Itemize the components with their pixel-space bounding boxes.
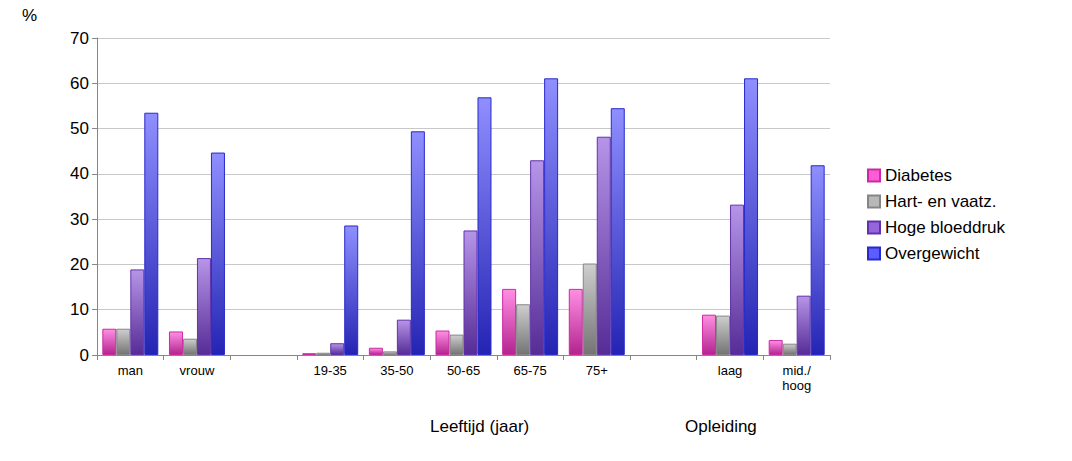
svg-text:65-75: 65-75 — [514, 363, 547, 378]
svg-text:%: % — [22, 6, 37, 25]
svg-text:Diabetes: Diabetes — [885, 166, 952, 185]
svg-text:10: 10 — [70, 300, 89, 319]
svg-text:20: 20 — [70, 255, 89, 274]
svg-text:19-35: 19-35 — [314, 363, 347, 378]
svg-text:40: 40 — [70, 164, 89, 183]
svg-text:0: 0 — [80, 346, 89, 365]
svg-text:50-65: 50-65 — [447, 363, 480, 378]
svg-text:man: man — [118, 363, 143, 378]
svg-text:30: 30 — [70, 210, 89, 229]
svg-text:laag: laag — [718, 363, 743, 378]
svg-text:50: 50 — [70, 119, 89, 138]
svg-text:Opleiding: Opleiding — [685, 417, 757, 436]
svg-text:75+: 75+ — [586, 363, 608, 378]
svg-text:Leeftijd (jaar): Leeftijd (jaar) — [430, 417, 529, 436]
svg-text:Overgewicht: Overgewicht — [885, 244, 980, 263]
svg-text:vrouw: vrouw — [180, 363, 215, 378]
svg-text:70: 70 — [70, 29, 89, 48]
svg-text:mid./: mid./ — [783, 363, 812, 378]
svg-text:35-50: 35-50 — [380, 363, 413, 378]
svg-text:Hoge bloeddruk: Hoge bloeddruk — [885, 218, 1006, 237]
svg-text:Hart- en vaatz.: Hart- en vaatz. — [885, 192, 997, 211]
svg-text:60: 60 — [70, 74, 89, 93]
svg-text:hoog: hoog — [782, 378, 811, 393]
